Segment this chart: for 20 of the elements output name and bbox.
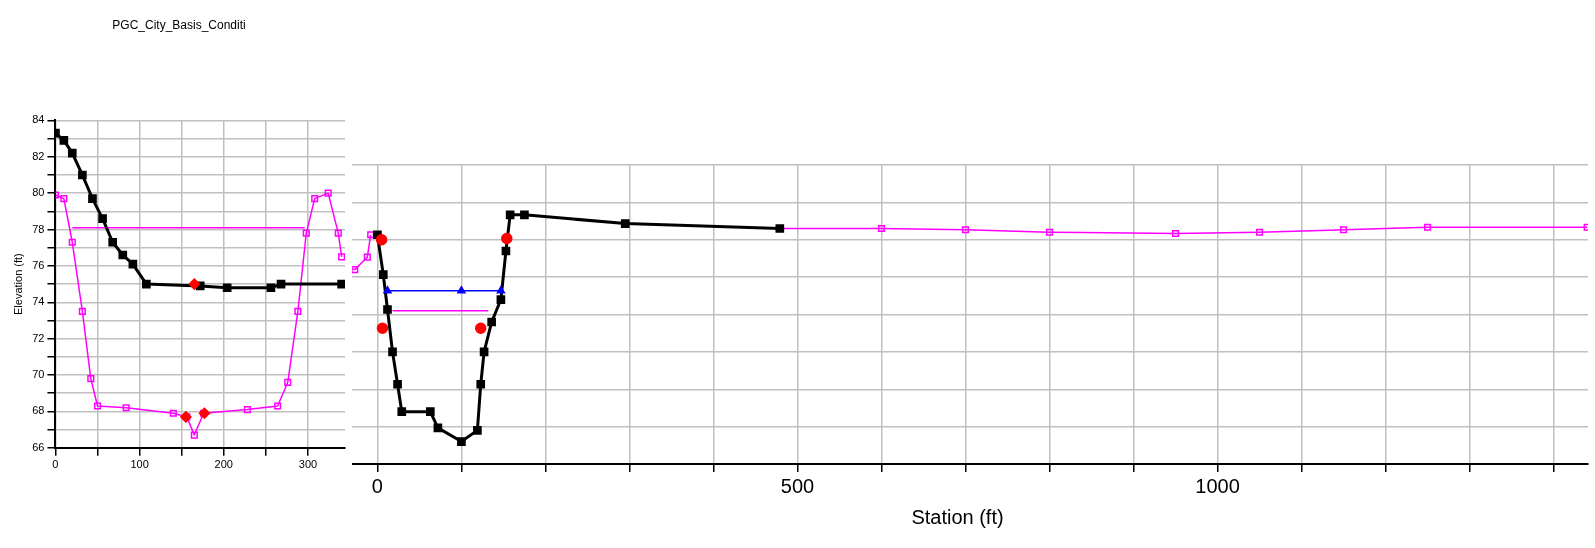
y-tick-label: 84 [32,113,45,126]
y-tick-label: 78 [32,222,45,235]
x-tick-label: 500 [780,474,815,497]
x-tick-label: 0 [371,474,383,497]
x-axis-title: Station (ft) [911,505,1004,528]
y-tick-label: 70 [32,368,45,381]
y-tick-label: 72 [32,331,45,344]
y-tick-label: 74 [32,295,45,308]
chart-title: PGC_City_Basis_Conditi [112,17,246,32]
y-tick-label: 82 [32,149,45,162]
x-tick-label: 1000 [1195,474,1240,497]
x-tick-label: 0 [52,458,59,471]
x-tick-label: 200 [214,458,233,471]
y-tick-label: 80 [32,186,45,199]
x-tick-label: 100 [130,458,149,471]
y-axis-title: Elevation (ft) [11,253,24,315]
y-tick-label: 66 [32,440,45,453]
x-tick-label: 300 [298,458,318,471]
y-tick-label: 76 [32,258,45,271]
y-tick-label: 68 [32,404,45,417]
